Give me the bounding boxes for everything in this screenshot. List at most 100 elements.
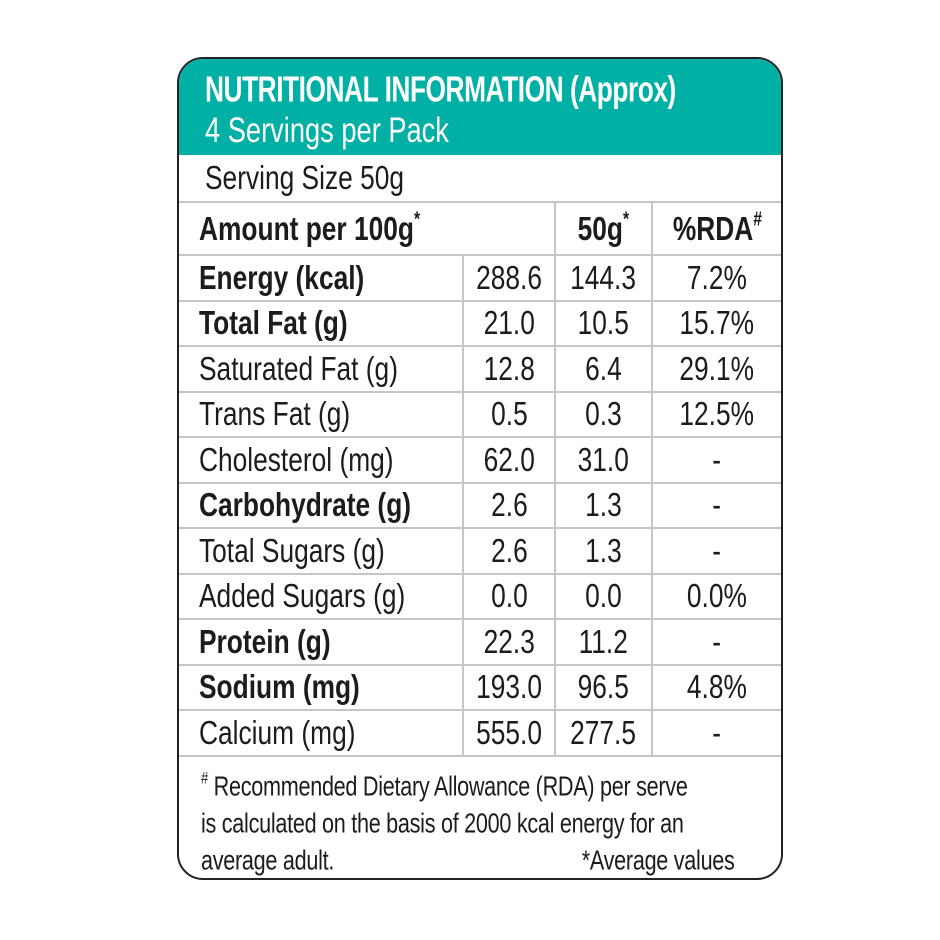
row-value-per50g-text: 277.5 [570,713,637,751]
row-value-per100g-text: 2.6 [490,486,528,524]
row-label: Carbohydrate (g) [179,484,462,529]
row-value-per50g: 277.5 [554,711,651,757]
label-header: NUTRITIONAL INFORMATION (Approx) 4 Servi… [179,59,781,155]
row-value-per100g-text: 2.6 [490,531,528,569]
row-value-per50g: 10.5 [554,301,651,347]
nutrition-table: Amount per 100g* 50g* %RDA# Energy (kcal… [179,203,781,757]
row-value-rda: - [651,529,781,575]
row-value-rda: 12.5% [651,392,781,438]
row-value-rda-text: 0.0% [686,577,747,615]
row-label-text: Cholesterol (mg) [199,440,394,478]
row-value-per50g: 96.5 [554,665,651,711]
row-label: Total Fat (g) [179,302,462,347]
row-value-per100g: 62.0 [462,438,554,484]
row-value-per50g: 0.3 [554,392,651,438]
row-value-per50g-text: 0.3 [585,395,622,433]
row-value-rda: 0.0% [651,574,781,620]
row-value-per50g: 144.3 [554,256,651,302]
row-label: Saturated Fat (g) [179,347,462,393]
row-value-rda: 7.2% [651,256,781,302]
row-label: Energy (kcal) [179,256,462,302]
footnote-line-2-text: is calculated on the basis of 2000 kcal … [201,806,684,838]
row-value-per100g: 21.0 [462,301,554,347]
row-label-text: Sodium (mg) [199,668,360,706]
row-label: Total Sugars (g) [179,529,462,575]
row-label-text: Calcium (mg) [199,713,356,751]
row-value-rda: - [651,483,781,529]
footnote-line-3: average adult. *Average values [201,842,757,879]
row-value-per100g-text: 0.0 [490,577,528,615]
row-value-per100g-text: 21.0 [483,304,535,342]
row-value-per50g-text: 0.0 [585,577,622,615]
column-header-50g: 50g* [554,203,651,256]
row-value-rda-text: 15.7% [679,304,755,342]
row-label-text: Total Fat (g) [199,304,348,342]
row-value-per50g-text: 1.3 [585,531,622,569]
row-value-per100g: 2.6 [462,483,554,529]
label-title-text: NUTRITIONAL INFORMATION (Approx) [205,69,676,110]
row-value-per100g-text: 12.8 [483,349,535,387]
row-value-rda-text: - [712,486,722,524]
row-value-per100g-text: 555.0 [476,713,542,751]
asterisk-superscript: * [413,206,421,230]
serving-size-text: Serving Size 50g [205,158,404,196]
row-label: Added Sugars (g) [179,575,462,620]
row-value-per100g: 555.0 [462,711,554,757]
row-value-per100g: 193.0 [462,665,554,711]
row-value-per50g: 0.0 [554,574,651,620]
row-label-text: Protein (g) [199,622,331,660]
row-value-rda: - [651,620,781,666]
row-value-rda: 15.7% [651,301,781,347]
row-label-text: Trans Fat (g) [199,395,351,433]
column-header-amount-text: Amount per 100g* [199,206,421,247]
footnote-line-1-body: Recommended Dietary Allowance (RDA) per … [213,769,688,801]
footnote-line-2: is calculated on the basis of 2000 kcal … [201,805,757,842]
row-value-per100g: 22.3 [462,620,554,666]
footnote: # Recommended Dietary Allowance (RDA) pe… [179,757,781,879]
row-value-per100g-text: 0.5 [490,395,528,433]
hash-superscript: # [752,206,762,230]
row-label-text: Saturated Fat (g) [199,349,398,387]
row-value-per100g: 12.8 [462,347,554,393]
row-value-per50g: 11.2 [554,620,651,666]
row-value-per50g: 1.3 [554,529,651,575]
row-label: Sodium (mg) [179,666,462,711]
row-value-per100g: 0.0 [462,574,554,620]
row-value-rda-text: 4.8% [686,668,747,706]
servings-per-pack: 4 Servings per Pack [205,112,781,150]
row-value-per50g: 31.0 [554,438,651,484]
row-value-per50g-text: 96.5 [577,668,630,706]
row-label-text: Carbohydrate (g) [199,486,412,524]
row-value-per100g-text: 62.0 [483,440,535,478]
row-value-per50g-text: 11.2 [578,622,629,660]
row-label: Trans Fat (g) [179,393,462,438]
row-value-rda-text: 29.1% [679,349,755,387]
row-value-per50g: 1.3 [554,483,651,529]
serving-size-row: Serving Size 50g [179,155,781,203]
row-value-rda-text: - [712,713,722,751]
row-value-per100g: 2.6 [462,529,554,575]
footnote-line-1: # Recommended Dietary Allowance (RDA) pe… [201,768,757,805]
row-label-text: Total Sugars (g) [199,531,385,569]
label-title: NUTRITIONAL INFORMATION (Approx) [205,68,781,112]
servings-per-pack-text: 4 Servings per Pack [205,111,449,151]
column-header-rda-text: %RDA# [672,206,762,247]
row-value-rda-text: - [712,440,722,478]
row-label: Cholesterol (mg) [179,438,462,484]
column-header-50g-text: 50g* [578,206,630,247]
row-value-per50g-text: 31.0 [577,440,630,478]
row-value-rda-text: 7.2% [686,258,747,296]
average-values-note: *Average values [582,843,735,875]
row-value-per50g-text: 10.5 [577,304,630,342]
column-header-amount-per-100g: Amount per 100g* [179,203,554,256]
row-label-text: Added Sugars (g) [199,577,406,615]
row-value-per50g-text: 6.4 [585,349,622,387]
column-header-rda: %RDA# [651,203,781,256]
row-value-rda: - [651,711,781,757]
row-label: Calcium (mg) [179,711,462,757]
row-value-per100g: 0.5 [462,392,554,438]
asterisk-superscript: * [623,206,630,230]
row-value-rda-text: - [712,622,722,660]
row-value-rda: 29.1% [651,347,781,393]
